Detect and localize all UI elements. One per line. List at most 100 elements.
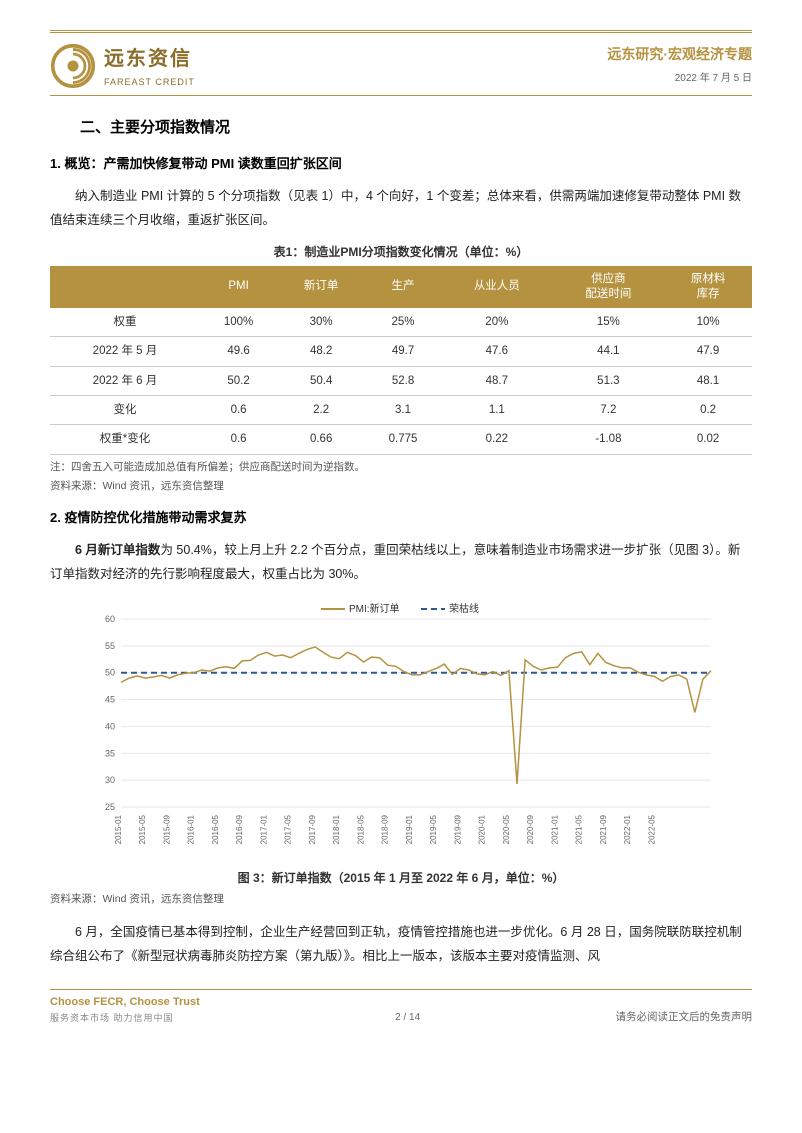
table-caption: 表1：制造业PMI分项指数变化情况（单位：%） [50,243,752,262]
svg-text:2017-01: 2017-01 [259,814,268,844]
svg-text:55: 55 [105,640,115,650]
table-row: 权重*变化0.60.660.7750.22-1.080.02 [50,425,752,454]
table-cell: 0.2 [664,395,752,424]
logo-block: 远东资信 FAREAST CREDIT [50,43,195,89]
svg-text:2015-09: 2015-09 [162,814,171,844]
chart-figure-3: 25 30 35 40 45 50 55 60 2015-01 2015-05 2015-09 201… [50,597,752,864]
logo-text-en: FAREAST CREDIT [104,75,195,89]
table-cell: -1.08 [553,425,665,454]
table-cell: 0.22 [441,425,553,454]
table-cell: 30% [277,308,365,337]
svg-text:2015-01: 2015-01 [114,814,123,844]
svg-text:45: 45 [105,694,115,704]
table-cell: 权重 [50,308,200,337]
svg-text:2021-05: 2021-05 [575,814,584,844]
table-cell: 权重*变化 [50,425,200,454]
chart-svg: 25 30 35 40 45 50 55 60 2015-01 2015-05 2015-09 201… [81,597,721,857]
table-header: 生产 [365,266,441,308]
table-cell: 0.6 [200,425,277,454]
table-cell: 44.1 [553,337,665,366]
page-header: 远东资信 FAREAST CREDIT 远东研究·宏观经济专题 2022 年 7… [50,30,752,96]
table-note: 注：四舍五入可能造成加总值有所偏差；供应商配送时间为逆指数。 [50,459,752,476]
header-date: 2022 年 7 月 5 日 [607,71,752,87]
svg-text:2016-01: 2016-01 [187,814,196,844]
table-header: 供应商配送时间 [553,266,665,308]
svg-text:2020-05: 2020-05 [502,814,511,844]
header-right: 远东研究·宏观经济专题 2022 年 7 月 5 日 [607,43,752,87]
table-cell: 25% [365,308,441,337]
table-row: 2022 年 5 月49.648.249.747.644.147.9 [50,337,752,366]
svg-text:2019-05: 2019-05 [429,814,438,844]
svg-text:2019-01: 2019-01 [405,814,414,844]
logo-icon [50,43,96,89]
svg-text:2019-09: 2019-09 [453,814,462,844]
logo-text-cn: 远东资信 [104,43,195,75]
svg-text:荣枯线: 荣枯线 [449,602,479,615]
svg-text:2016-05: 2016-05 [211,814,220,844]
sub2-title: 2. 疫情防控优化措施带动需求复苏 [50,508,752,529]
table-cell: 51.3 [553,366,665,395]
table-cell: 7.2 [553,395,665,424]
chart-caption: 图 3：新订单指数（2015 年 1 月至 2022 年 6 月，单位：%） [50,869,752,888]
svg-text:2016-09: 2016-09 [235,814,244,844]
svg-text:PMI:新订单: PMI:新订单 [349,602,400,615]
section-title: 二、主要分项指数情况 [80,116,752,140]
svg-text:2022-01: 2022-01 [623,814,632,844]
table-header: 原材料库存 [664,266,752,308]
sub1-title: 1. 概览：产需加快修复带动 PMI 读数重回扩张区间 [50,154,752,175]
table-cell: 15% [553,308,665,337]
svg-text:50: 50 [105,667,115,677]
table-header [50,266,200,308]
svg-text:35: 35 [105,748,115,758]
svg-text:60: 60 [105,614,115,624]
table-row: 变化0.62.23.11.17.20.2 [50,395,752,424]
footer-page: 2 / 14 [395,1010,420,1026]
table-cell: 48.7 [441,366,553,395]
table-cell: 100% [200,308,277,337]
table-cell: 0.775 [365,425,441,454]
table-cell: 48.1 [664,366,752,395]
svg-text:2020-01: 2020-01 [478,814,487,844]
svg-text:2022-05: 2022-05 [647,814,656,844]
table-header: 新订单 [277,266,365,308]
table-header: 从业人员 [441,266,553,308]
tail-body: 6 月，全国疫情已基本得到控制，企业生产经营回到正轨，疫情管控措施也进一步优化。… [50,921,752,969]
table-cell: 3.1 [365,395,441,424]
svg-text:2021-09: 2021-09 [599,814,608,844]
table-source: 资料来源：Wind 资讯，远东资信整理 [50,478,752,495]
svg-text:2018-05: 2018-05 [356,814,365,844]
table-cell: 47.9 [664,337,752,366]
table-cell: 变化 [50,395,200,424]
footer-left: Choose FECR, Choose Trust 服务资本市场 助力信用中国 [50,994,200,1026]
table-row: 2022 年 6 月50.250.452.848.751.348.1 [50,366,752,395]
footer-en: Choose FECR, Choose Trust [50,994,200,1012]
sub2-body: 6 月新订单指数为 50.4%，较上月上升 2.2 个百分点，重回荣枯线以上，意… [50,539,752,587]
table-cell: 47.6 [441,337,553,366]
sub1-body: 纳入制造业 PMI 计算的 5 个分项指数（见表 1）中，4 个向好，1 个变差… [50,185,752,233]
table-cell: 2.2 [277,395,365,424]
table-cell: 10% [664,308,752,337]
svg-text:2018-09: 2018-09 [381,814,390,844]
svg-text:30: 30 [105,775,115,785]
table-cell: 52.8 [365,366,441,395]
footer-cn: 服务资本市场 助力信用中国 [50,1011,200,1025]
table-cell: 2022 年 5 月 [50,337,200,366]
table-cell: 0.02 [664,425,752,454]
table-row: 权重100%30%25%20%15%10% [50,308,752,337]
page-footer: Choose FECR, Choose Trust 服务资本市场 助力信用中国 … [50,989,752,1026]
sub2-lead: 6 月新订单指数 [75,543,160,557]
svg-text:25: 25 [105,802,115,812]
table-cell: 20% [441,308,553,337]
chart-source: 资料来源：Wind 资讯，远东资信整理 [50,891,752,908]
table-cell: 0.6 [200,395,277,424]
header-title: 远东研究·宏观经济专题 [607,43,752,65]
svg-text:2015-05: 2015-05 [138,814,147,844]
svg-text:2018-01: 2018-01 [332,814,341,844]
svg-text:2017-05: 2017-05 [284,814,293,844]
svg-text:2021-01: 2021-01 [550,814,559,844]
table-cell: 1.1 [441,395,553,424]
svg-text:40: 40 [105,721,115,731]
pmi-table: PMI新订单生产从业人员供应商配送时间原材料库存 权重100%30%25%20%… [50,266,752,455]
table-cell: 50.4 [277,366,365,395]
svg-text:2017-09: 2017-09 [308,814,317,844]
